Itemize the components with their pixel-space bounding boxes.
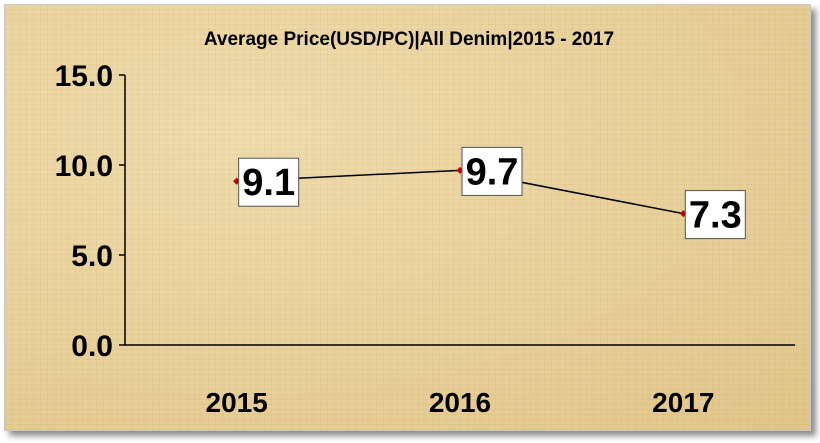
y-tick-label: 15.0	[55, 60, 113, 93]
data-label: 9.7	[466, 151, 519, 193]
data-label-box	[684, 190, 746, 240]
line-chart: Average Price(USD/PC)|All Denim|2015 - 2…	[55, 29, 795, 418]
x-tick-label: 2017	[652, 387, 714, 418]
chart-frame: Average Price(USD/PC)|All Denim|2015 - 2…	[4, 4, 811, 431]
data-label-box	[238, 157, 300, 207]
x-axis-ticks: 2015 2016 2017	[206, 387, 715, 418]
chart-title: Average Price(USD/PC)|All Denim|2015 - 2…	[204, 29, 614, 50]
x-tick-label: 2015	[206, 387, 268, 418]
series-line	[236, 169, 684, 215]
series-group	[233, 166, 687, 218]
y-axis-ticks: 0.0 5.0 10.0 15.0	[55, 60, 125, 363]
y-tick-label: 5.0	[71, 240, 113, 273]
data-label: 9.1	[242, 162, 295, 204]
data-label-box	[461, 146, 523, 196]
x-tick-label: 2016	[429, 387, 491, 418]
data-label: 7.3	[689, 195, 742, 237]
y-tick-label: 0.0	[71, 330, 113, 363]
y-tick-label: 10.0	[55, 150, 113, 183]
data-labels-group: 9.1 9.7 7.3	[238, 146, 746, 240]
